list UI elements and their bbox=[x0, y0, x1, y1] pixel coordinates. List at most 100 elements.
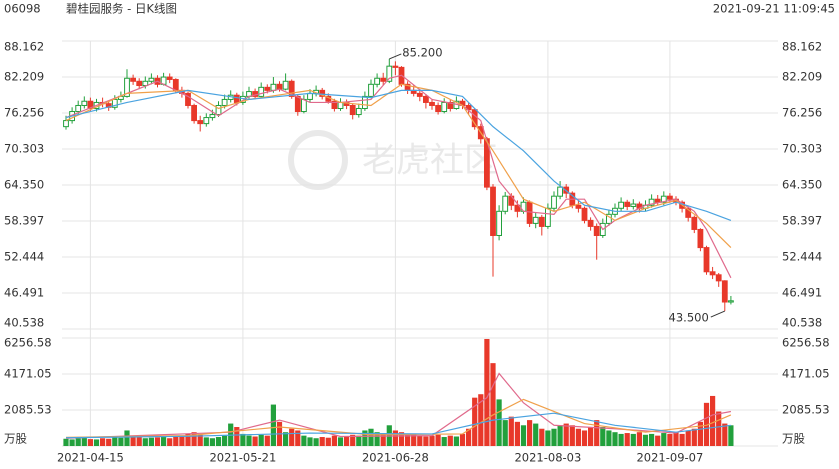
x-tick-label: 2021-09-07 bbox=[636, 451, 703, 465]
moving-average-line bbox=[65, 74, 732, 279]
candle-body bbox=[282, 80, 289, 90]
volume-bar bbox=[466, 428, 472, 446]
y-tick-label-right: 6256.58 bbox=[782, 336, 830, 350]
candle-body bbox=[551, 195, 557, 209]
candle-body bbox=[557, 186, 564, 197]
volume-bar bbox=[527, 420, 533, 446]
candle-body bbox=[514, 204, 521, 212]
candle-body bbox=[349, 104, 356, 116]
candle-body bbox=[429, 101, 435, 106]
volume-bar bbox=[191, 432, 197, 446]
volume-bar bbox=[679, 433, 685, 446]
volume-bar bbox=[142, 438, 148, 446]
volume-bar bbox=[252, 436, 258, 446]
candle-body bbox=[423, 95, 429, 103]
volume-bar bbox=[405, 434, 411, 446]
candle-body bbox=[538, 216, 545, 227]
volume-bar bbox=[246, 435, 252, 446]
volume-bar bbox=[417, 435, 423, 446]
y-tick-label: 46.491 bbox=[4, 286, 44, 300]
x-tick-label: 2021-06-28 bbox=[362, 451, 429, 465]
volume-bar bbox=[301, 435, 307, 446]
candle-body bbox=[63, 120, 69, 128]
volume-bar bbox=[185, 433, 191, 446]
volume-bar bbox=[667, 433, 673, 446]
volume-bar bbox=[307, 437, 313, 446]
y-tick-label: 88.162 bbox=[4, 40, 44, 54]
y-tick-label-right: 4171.05 bbox=[782, 367, 830, 381]
candle-body bbox=[465, 104, 472, 111]
candle-body bbox=[545, 207, 551, 227]
candle-body bbox=[355, 108, 362, 116]
volume-bar bbox=[209, 438, 215, 446]
x-tick-label: 2021-04-15 bbox=[57, 451, 124, 465]
candle-body bbox=[496, 210, 503, 236]
volume-bar bbox=[258, 434, 264, 446]
volume-bar bbox=[661, 433, 667, 446]
volume-bar bbox=[703, 402, 710, 446]
candle-body bbox=[648, 198, 655, 206]
volume-bar bbox=[344, 436, 350, 446]
candle-body bbox=[130, 77, 136, 82]
volume-bar bbox=[618, 433, 624, 446]
annotation-label: 43.500 bbox=[669, 311, 709, 325]
volume-bar bbox=[136, 437, 142, 446]
volume-bar bbox=[435, 434, 441, 446]
volume-bar bbox=[624, 433, 630, 446]
volume-bar bbox=[362, 430, 368, 446]
volume-bar bbox=[118, 437, 124, 446]
moving-average-line bbox=[65, 412, 731, 439]
y-tick-label-right: 64.350 bbox=[782, 178, 822, 192]
volume-bar bbox=[374, 432, 380, 446]
volume-bar bbox=[331, 435, 337, 446]
volume-bar bbox=[222, 435, 228, 446]
moving-average-line bbox=[65, 83, 732, 249]
candle-body bbox=[331, 100, 338, 110]
candle-body bbox=[307, 92, 313, 100]
volume-bar bbox=[350, 434, 356, 446]
volume-bar bbox=[606, 430, 612, 446]
y-tick-label: 万股 bbox=[4, 432, 27, 446]
volume-bar bbox=[429, 435, 435, 446]
candle-body bbox=[532, 216, 539, 224]
volume-bar bbox=[600, 427, 606, 446]
stock-name: 碧桂园服务 - 日K线图 bbox=[66, 2, 177, 16]
volume-bar bbox=[63, 438, 69, 446]
volume-bar bbox=[520, 425, 527, 446]
annotation-line bbox=[710, 310, 725, 318]
candle-body bbox=[435, 104, 442, 113]
candle-body bbox=[587, 219, 594, 227]
candle-body bbox=[441, 101, 448, 113]
volume-bar bbox=[325, 437, 331, 446]
candle-body bbox=[502, 195, 509, 212]
candle-body bbox=[209, 114, 216, 119]
candle-body bbox=[136, 80, 143, 87]
volume-bar bbox=[93, 439, 100, 446]
volume-bar bbox=[575, 428, 581, 446]
stock-code: 06098 bbox=[4, 2, 41, 16]
candle-body bbox=[124, 77, 130, 97]
volume-bar bbox=[636, 432, 642, 446]
candle-body bbox=[172, 78, 179, 91]
x-tick-label: 2021-08-03 bbox=[514, 451, 581, 465]
volume-bar bbox=[484, 338, 490, 446]
volume-bar bbox=[270, 404, 276, 446]
volume-bar bbox=[697, 421, 703, 446]
candle-body bbox=[697, 228, 704, 249]
candle-body bbox=[685, 207, 692, 218]
volume-bar bbox=[69, 439, 75, 446]
volume-bar bbox=[441, 437, 447, 446]
annotation-line bbox=[389, 53, 402, 60]
moving-average-line bbox=[65, 89, 732, 221]
timestamp: 2021-09-21 11:09:45 bbox=[713, 2, 835, 16]
candle-body bbox=[221, 98, 228, 106]
volume-bar bbox=[112, 437, 118, 446]
volume-bar bbox=[447, 435, 453, 446]
volume-bar bbox=[75, 438, 81, 446]
volume-bar bbox=[478, 394, 484, 446]
y-tick-label: 82.209 bbox=[4, 70, 44, 84]
candle-body bbox=[624, 201, 631, 207]
x-tick-label: 2021-05-21 bbox=[209, 451, 276, 465]
candle-body bbox=[618, 201, 625, 209]
volume-bar bbox=[167, 438, 173, 446]
